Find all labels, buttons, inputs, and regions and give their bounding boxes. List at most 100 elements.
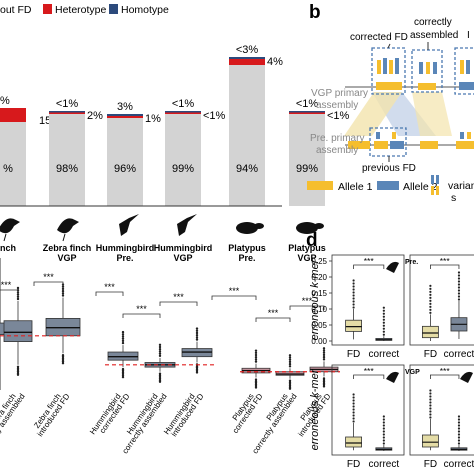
legend-allele1-label: Allele 1 [338,181,373,193]
corrected-fd-label: corrected FD [350,32,408,43]
bar-5-homotype [289,111,325,113]
box-4-outlier [195,334,199,337]
d-outlier [457,421,461,424]
panel-c: *** *** *** *** *** *** *** *** Zebra finchcorr… [0,258,340,455]
d-outlier [382,330,385,333]
d-bird-icon-3 [460,371,473,383]
d-xlabel-correct-3: correct [444,459,474,470]
vgp-allele1-block [376,82,402,90]
d-outlier [352,297,355,300]
d-outlier [352,291,355,294]
bar-0-body [0,122,26,206]
previous-fd-box [369,127,407,157]
d-outlier [352,393,355,396]
d-sig-bracket-2 [353,374,385,379]
legend-homotype-swatch [109,4,118,14]
d-outlier [429,287,432,290]
box-4-outlier [195,329,199,332]
d-outlier [429,296,432,299]
bar-2-body [107,117,143,206]
bar-0-top-left: % [0,95,10,107]
d-outlier [429,401,432,404]
box-7-outlier [322,385,326,388]
box-6-outlier [288,358,292,361]
box-2-outlier [121,333,125,336]
d-tag-2: VGP [405,369,420,376]
box-3-outlier [158,352,162,355]
bar-5-xlabel-2: VGP [297,253,316,263]
bar-4-xlabel-1: Platypus [228,243,266,253]
d-plot-frame-1 [409,254,474,346]
sig-label-4: *** [173,292,184,302]
d-outlier [457,286,461,289]
box-2-outlier [121,330,125,334]
legend-variant-swatch [431,175,439,195]
box-0-outlier [16,373,20,376]
bar-1-xlabel-2: VGP [57,253,76,263]
box-1-outlier [61,287,65,291]
platypus-bill-icon [314,223,324,229]
zebra-finch-icon [57,218,79,234]
box-2-outlier [121,337,125,340]
d-outlier [382,421,385,424]
bar-1-homotype [49,111,85,113]
d-ytick-label-5: 0.25 [311,257,327,266]
box-3-outlier [158,343,162,347]
d-outlier [352,285,355,288]
d-outlier [352,405,355,408]
pre-allele1-block-4 [456,141,474,149]
vgp-assembly-label-1: VGP primary [311,88,368,99]
bar-3-center-label: 99% [172,163,194,175]
box-5-outlier [254,358,258,361]
legend-allele2-label: Allele 2 [403,181,438,193]
pre-variant-marks [376,132,471,139]
zebra-finch-leg-icon [62,233,66,242]
bar-3-top-label: <1% [172,98,195,110]
sig-bracket-3 [122,313,161,318]
box-7-outlier [322,349,326,352]
d-box-2-0 [345,436,363,448]
d-ytick-label-2: 0.10 [311,305,327,314]
d-outlier [457,415,461,418]
box-5-outlier [254,360,258,363]
mapping-band-yellow-2 [412,92,452,136]
box-3-outlier [158,354,162,358]
hummingbird-icon [177,214,197,236]
sig-label-5: *** [229,286,240,296]
d-outlier [352,408,355,411]
d-outlier [352,417,355,420]
d-outlier [429,398,432,401]
bar-5-heterotype [289,112,325,114]
box-6-outlier [288,360,292,364]
d-outlier [382,433,385,436]
bar-4-xlabel-2: Pre. [238,253,255,263]
d-outlier [382,415,385,418]
d-outlier [457,283,461,286]
d-outlier [457,436,461,439]
d-outlier [429,407,432,410]
vgp-assembly-label-2: assembly [316,100,358,111]
d-outlier [382,427,385,430]
box-4-outlier [195,336,199,339]
d-bird-icon-2 [386,371,399,383]
platypus-icon [296,222,318,234]
box-2-outlier [121,341,125,345]
box-0-outlier [16,286,20,290]
d-outlier [457,430,461,433]
d-xlabel-correct-0: correct [369,349,400,360]
panel-d-plots: *** Pre. FD correct 0.00 0.05 0.10 0.15 0.20 0.25… [309,254,474,470]
bar-4-side-label: 4% [267,56,283,68]
panel-d-label: d [306,230,318,251]
bar-2-xlabel-1: Hummingbird [96,243,155,253]
bar-1-heterotype [49,112,85,114]
d-outlier [429,410,432,413]
bar-2-side-label: 1% [145,113,161,125]
bar-5-center-label: 99% [296,163,318,175]
vgp-allele1-block-2 [418,83,436,90]
d-outlier [382,418,385,421]
d-outlier [382,439,385,442]
d-plot-frame-0 [331,254,405,346]
d-outlier [429,392,432,395]
d-outlier [457,295,461,298]
